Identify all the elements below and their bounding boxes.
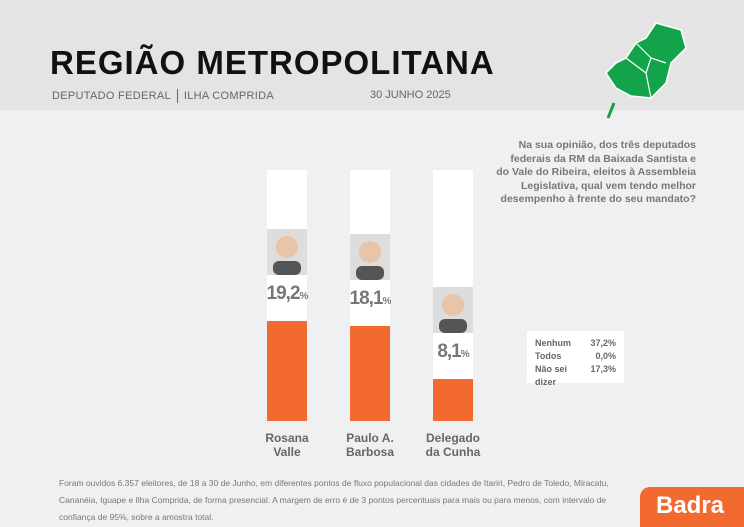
bar-column: 19,2% (267, 170, 308, 421)
other-row: Não sei dizer 17,3% (535, 363, 616, 389)
value-label: 18,1% (349, 288, 392, 310)
other-value: 17,3% (590, 364, 616, 374)
other-label: Nenhum (535, 338, 571, 348)
other-row: Todos 0,0% (535, 350, 616, 363)
category-label: Rosana Valle (265, 431, 309, 459)
candidate-photo (267, 228, 307, 275)
date: 30 JUNHO 2025 (370, 89, 451, 101)
other-value: 37,2% (590, 338, 616, 348)
survey-question: Na sua opinião, dos três deputados feder… (496, 139, 696, 205)
bar (267, 320, 307, 421)
other-row: Nenhum 37,2% (535, 337, 616, 350)
methodology-note: Foram ouvidos 6.357 eleitores, de 18 a 3… (59, 478, 609, 522)
bar (433, 378, 473, 421)
subtitle-right: ILHA COMPRIDA (183, 89, 274, 102)
subtitle-left: DEPUTADO FEDERAL (52, 89, 171, 102)
value-label: 8,1% (437, 340, 469, 362)
subtitle: DEPUTADO FEDERAL ILHA COMPRIDA (52, 89, 274, 103)
candidate-photo (433, 286, 473, 333)
bar (350, 326, 390, 421)
category-label: Delegado da Cunha (425, 431, 481, 459)
other-label: Todos (535, 351, 562, 361)
value-label: 19,2% (266, 282, 309, 304)
other-label: Não sei dizer (535, 364, 568, 387)
other-responses: Nenhum 37,2% Todos 0,0% Não sei dizer 17,3% (527, 331, 624, 387)
page-title: REGIÃO METROPOLITANA (50, 44, 495, 81)
bar-column: 8,1% (433, 170, 473, 421)
candidate-photo (350, 234, 390, 281)
other-value: 0,0% (595, 351, 616, 361)
bar-column: 18,1% (350, 170, 391, 421)
region-map-icon (605, 22, 687, 119)
brand-logo: Badra (640, 487, 744, 527)
header: REGIÃO METROPOLITANA DEPUTADO FEDERAL ILH… (0, 0, 744, 119)
category-label: Paulo A. Barbosa (345, 431, 395, 459)
divider (176, 89, 178, 103)
